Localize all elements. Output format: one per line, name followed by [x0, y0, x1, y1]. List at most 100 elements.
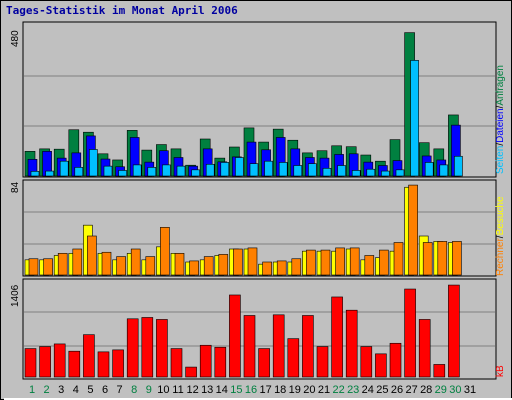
day-label-21: 21 — [318, 384, 330, 396]
kb-bar-kb-day-14 — [214, 346, 227, 378]
kb-bar-kb-day-28 — [418, 319, 431, 378]
traffic-bar-seiten-day-15 — [235, 157, 244, 177]
visits-bar-rechner-day-23 — [349, 247, 360, 276]
traffic-bar-seiten-day-13 — [205, 163, 215, 177]
kb-bar-kb-day-6 — [97, 351, 110, 378]
kb-bar-kb-day-3 — [53, 343, 66, 378]
visits-bar-rechner-day-15 — [233, 248, 243, 276]
kb-bar-kb-day-25 — [375, 353, 387, 378]
traffic-bar-seiten-day-5 — [89, 149, 98, 177]
day-label-18: 18 — [274, 384, 286, 396]
kb-bar-kb-day-4 — [68, 350, 81, 378]
visits-bar-rechner-day-24 — [364, 255, 375, 276]
legend-anfragen: Anfragen — [495, 65, 506, 106]
kb-bar-kb-day-19 — [287, 338, 300, 378]
traffic-bar-seiten-day-26 — [395, 169, 405, 177]
legend-dateien: Dateien — [495, 108, 506, 142]
traffic-bar-seiten-day-8 — [132, 164, 142, 177]
visits-bar-rechner-day-20 — [306, 249, 316, 276]
traffic-bar-seiten-day-27 — [410, 60, 419, 177]
visits-bars — [24, 184, 462, 276]
kb-bar-kb-day-15 — [229, 294, 241, 378]
day-axis: 1 2 3 4 5 6 7 8 9 10 11 12 13 14 15 16 17 18 19 20 21 22 23 24 2… — [29, 384, 476, 396]
visits-bar-rechner-day-30 — [452, 241, 462, 276]
day-label-27: 27 — [405, 384, 417, 396]
traffic-bar-seiten-day-7 — [118, 170, 127, 177]
day-label-1: 1 — [29, 384, 35, 396]
traffic-panel — [22, 21, 497, 178]
kb-max-label: 1406 — [10, 284, 21, 307]
kb-bar-kb-day-21 — [316, 346, 329, 378]
traffic-bar-seiten-day-30 — [454, 155, 463, 177]
kb-bar-kb-day-7 — [112, 349, 124, 378]
kb-bar-kb-day-18 — [272, 314, 285, 378]
visits-bar-rechner-day-5 — [87, 235, 97, 276]
visits-bar-rechner-day-9 — [145, 256, 156, 276]
traffic-bar-seiten-day-22 — [337, 165, 346, 177]
day-label-4: 4 — [73, 384, 79, 396]
kb-bars — [24, 284, 460, 378]
visits-bar-rechner-day-21 — [320, 249, 331, 276]
kb-bar-kb-day-16 — [243, 315, 256, 378]
traffic-bar-seiten-day-20 — [308, 163, 317, 177]
visits-bar-rechner-day-10 — [160, 227, 170, 276]
visits-bar-rechner-day-4 — [72, 248, 83, 276]
traffic-bar-seiten-day-24 — [366, 168, 376, 177]
visits-bar-rechner-day-13 — [203, 256, 214, 276]
traffic-bar-seiten-day-25 — [381, 170, 390, 177]
traffic-bar-seiten-day-28 — [424, 162, 434, 177]
day-label-16: 16 — [245, 384, 257, 396]
visits-bar-rechner-day-26 — [393, 242, 404, 276]
traffic-bar-seiten-day-29 — [439, 164, 449, 177]
traffic-bar-seiten-day-6 — [103, 165, 113, 177]
visits-bar-rechner-day-12 — [189, 260, 199, 276]
traffic-bar-seiten-day-4 — [74, 167, 84, 177]
day-label-17: 17 — [259, 384, 271, 396]
day-label-6: 6 — [102, 384, 108, 396]
day-label-10: 10 — [157, 384, 169, 396]
visits-bar-rechner-day-1 — [28, 258, 39, 276]
day-label-11: 11 — [172, 384, 183, 396]
day-label-20: 20 — [303, 384, 315, 396]
kb-panel — [22, 278, 497, 380]
day-label-24: 24 — [362, 384, 374, 396]
day-label-3: 3 — [58, 384, 64, 396]
traffic-legend: Seiten/Dateien/Anfragen — [495, 65, 506, 174]
visits-bar-rechner-day-8 — [130, 248, 141, 276]
visits-bar-rechner-day-22 — [335, 247, 345, 276]
kb-bar-kb-day-10 — [156, 319, 168, 378]
kb-bar-kb-day-29 — [433, 364, 446, 378]
day-label-12: 12 — [186, 384, 198, 396]
day-label-29: 29 — [435, 384, 447, 396]
traffic-max-label: 480 — [10, 30, 21, 47]
legend-besuche: Besuche — [495, 196, 506, 235]
traffic-bar-seiten-day-1 — [30, 171, 40, 177]
kb-bar-kb-day-1 — [24, 348, 37, 378]
visits-bar-rechner-day-3 — [57, 253, 68, 276]
day-label-8: 8 — [131, 384, 137, 396]
kb-bar-kb-day-22 — [331, 296, 343, 378]
kb-bar-kb-day-8 — [126, 318, 139, 378]
visits-legend: Rechner/Besuche — [495, 196, 506, 276]
visits-bar-rechner-day-18 — [276, 260, 287, 276]
kb-bar-kb-day-24 — [360, 346, 373, 378]
day-label-9: 9 — [146, 384, 152, 396]
kb-bar-kb-day-30 — [448, 284, 460, 378]
kb-bar-kb-day-12 — [185, 366, 197, 378]
visits-bar-rechner-day-16 — [247, 247, 258, 276]
frame-edge — [4, 398, 512, 400]
day-label-2: 2 — [44, 384, 50, 396]
traffic-bar-seiten-day-10 — [162, 164, 171, 177]
visits-bar-rechner-day-25 — [379, 249, 389, 276]
visits-bar-rechner-day-2 — [43, 258, 53, 276]
kb-bar-kb-day-5 — [83, 334, 95, 378]
day-label-5: 5 — [87, 384, 93, 396]
traffic-bar-seiten-day-11 — [176, 165, 186, 177]
visits-bar-rechner-day-14 — [218, 254, 229, 276]
traffic-bars — [24, 32, 463, 177]
traffic-bar-seiten-day-18 — [278, 162, 288, 177]
chart-title: Tages-Statistik im Monat April 2006 — [6, 4, 238, 17]
kb-bar-kb-day-17 — [258, 348, 270, 378]
kb-bar-kb-day-26 — [389, 342, 402, 378]
